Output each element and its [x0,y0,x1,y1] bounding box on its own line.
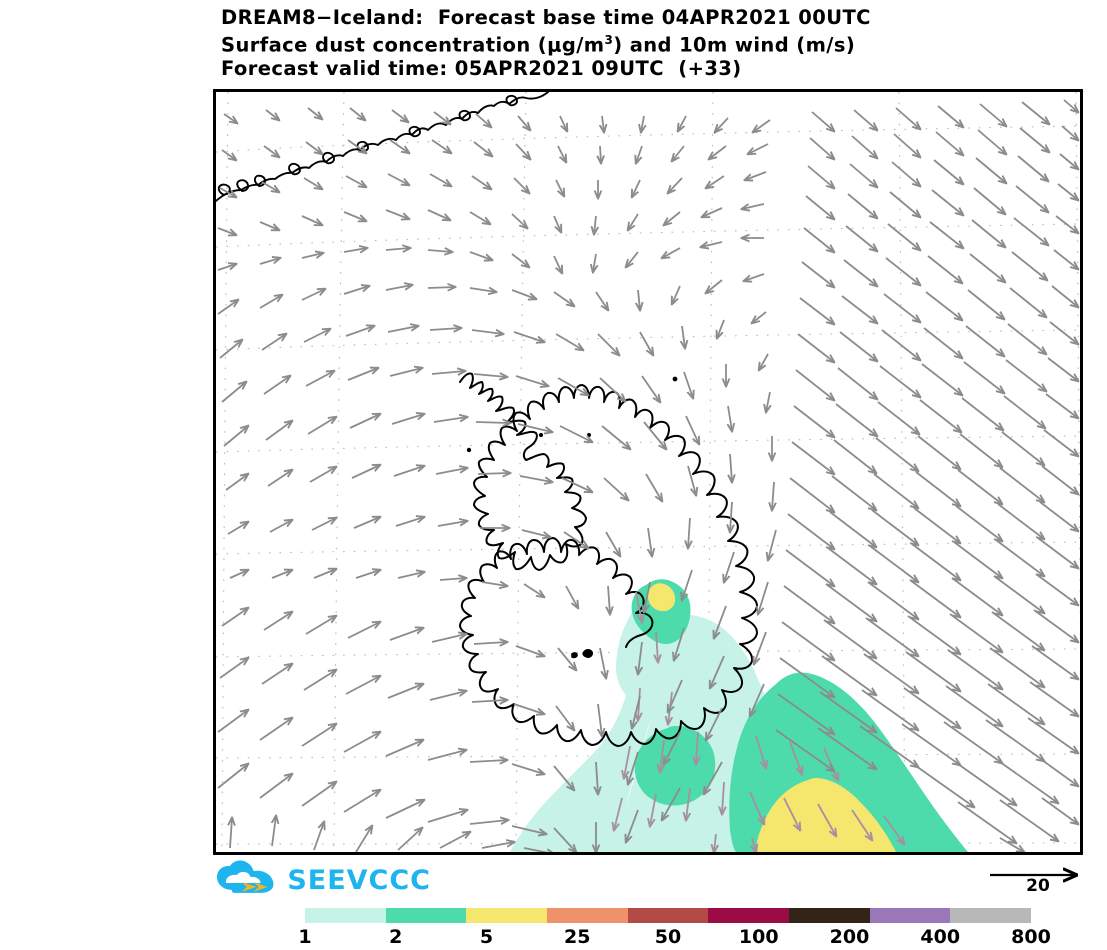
colorbar-cell-5[interactable] [708,908,790,923]
logo-text: SEEVCCC [287,864,431,896]
dust-contour-band-2-5-source [631,579,691,644]
title-line-valid-time: Forecast valid time: 05APR2021 09UTC (+3… [221,56,742,80]
wind-reference-label: 20 [1026,876,1050,896]
wind-reference-vector [990,866,1088,904]
title-line-variable: Surface dust concentration (μg/m3) and 1… [221,29,1107,57]
colorbar-tick-25: 25 [564,926,591,948]
colorbar-strip[interactable] [305,908,1032,923]
colorbar-cell-7[interactable] [869,908,951,923]
iceland-coastline [459,372,758,747]
colorbar-tick-1: 1 [298,926,312,948]
colorbar[interactable]: 1 2 5 25 50 100 200 400 800 [298,908,1051,950]
title-block: DREAM8−Iceland: Forecast base time 04APR… [0,6,1107,80]
colorbar-cell-1[interactable] [385,908,467,923]
cloud-icon [216,860,274,893]
wind-vector-field-southwest [217,501,1078,852]
colorbar-cell-0[interactable] [305,908,386,923]
colorbar-cell-2[interactable] [466,908,548,923]
colorbar-tick-2: 2 [389,926,403,948]
title-variable-pre: Surface dust concentration (μg/m [221,33,605,57]
colorbar-cell-4[interactable] [627,908,709,923]
wind-vector-field-over-plume [614,591,904,852]
dust-contour-band-5-25-south [756,778,896,852]
iceland-islands [466,376,678,659]
wind-vector-field [217,99,1078,614]
colorbar-cell-6[interactable] [789,908,870,923]
units-exponent: 3 [604,33,614,47]
seevccc-logo: SEEVCCC [216,858,431,902]
colorbar-tick-400: 400 [920,926,961,948]
title-variable-post: ) and 10m wind (m/s) [613,33,856,57]
colorbar-cell-3[interactable] [547,908,628,923]
dust-contour-band-5-25-source [647,583,676,612]
dust-contour-band-2-5-mid [634,726,716,806]
colorbar-tick-100: 100 [738,926,779,948]
colorbar-tick-5: 5 [479,926,494,948]
title-line-model: DREAM8−Iceland: Forecast base time 04APR… [221,6,871,29]
colorbar-labels: 1 2 5 25 50 100 200 400 800 [298,926,1050,950]
colorbar-tick-800: 800 [1011,926,1051,948]
map-frame[interactable] [213,89,1083,855]
colorbar-tick-50: 50 [654,926,682,948]
colorbar-tick-200: 200 [829,926,870,948]
map-canvas[interactable] [216,92,1080,852]
colorbar-cell-8[interactable] [950,908,1032,923]
